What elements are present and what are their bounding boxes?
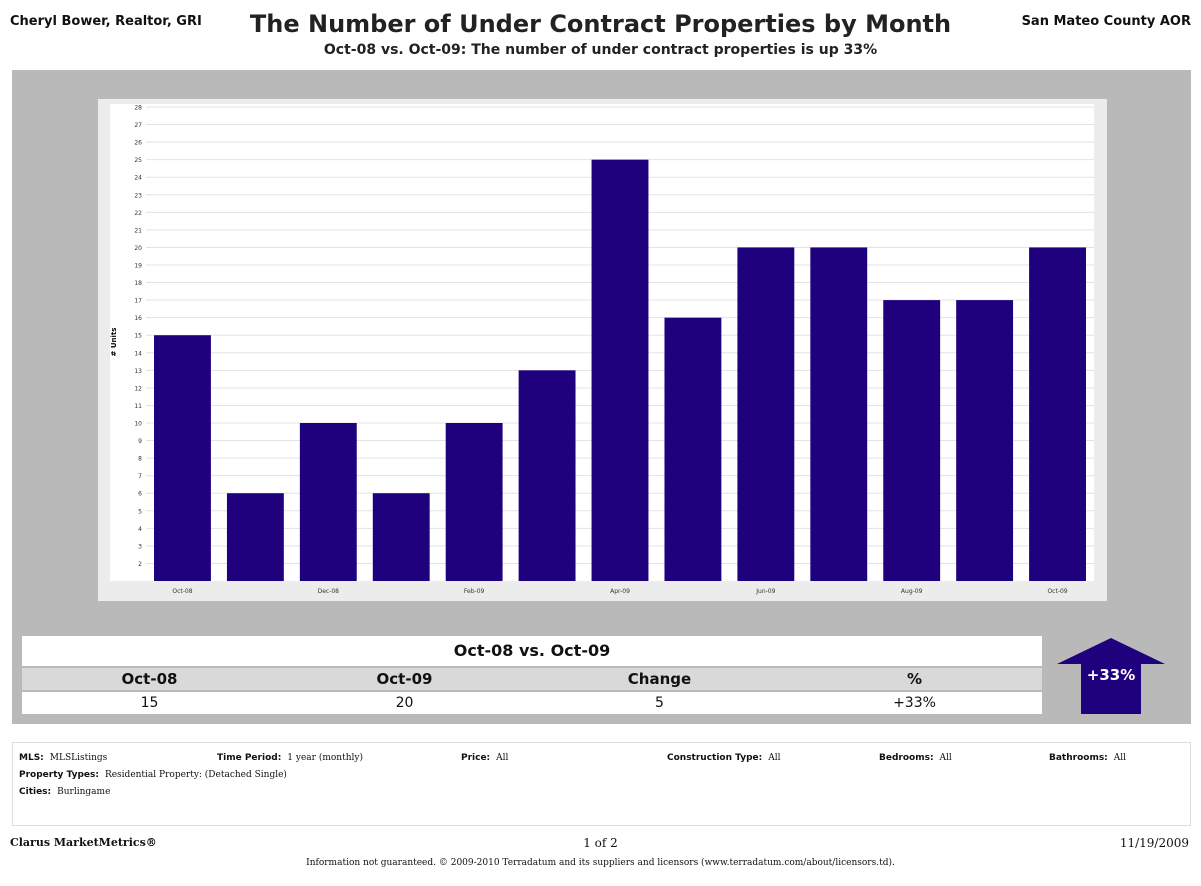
x-tick-label: Apr-09 [610,588,630,595]
bar-mar-09 [518,370,576,581]
bar-oct-09 [1029,247,1086,581]
footer-disclaimer: Information not guaranteed. © 2009-2010 … [306,858,895,868]
bar-jun-09 [737,247,795,581]
y-tick-label: 19 [134,263,142,270]
chart-subtitle: Oct-08 vs. Oct-09: The number of under c… [323,42,878,58]
filter-time-period: Time Period: 1 year (monthly) [217,753,363,763]
up-arrow-badge: +33% [1055,636,1167,716]
x-tick-label: Aug-09 [901,588,923,595]
x-tick-label: Oct-09 [1047,588,1067,595]
x-axis-ticks: Oct-08 Dec-08 Feb-09 Apr-09 Jun-09 Aug-09 Oct-… [172,588,1067,595]
bar-oct-08 [154,335,211,581]
y-tick-label: 2 [138,561,142,568]
summary-value-row: 15 20 5 +33% [22,692,1042,714]
x-tick-label: Oct-08 [172,588,192,595]
y-tick-label: 4 [138,526,142,533]
summary-title: Oct-08 vs. Oct-09 [22,636,1042,666]
y-tick-label: 3 [138,543,142,550]
bar-chart: 2345678910111213141516171819202122232425… [110,104,1094,595]
filter-bedrooms: Bedrooms: All [879,753,952,763]
footer-brand: Clarus MarketMetrics® [10,836,157,849]
bar-sep-09 [956,300,1014,581]
bar-jan-09 [372,493,430,581]
summary-value-cell: 5 [655,695,664,711]
y-tick-label: 20 [134,245,142,252]
summary-value-cell: 15 [140,695,159,711]
y-axis-ticks: 2345678910111213141516171819202122232425… [134,105,142,568]
filter-construction-type: Construction Type: All [667,753,781,763]
y-tick-label: 25 [134,157,142,164]
arrow-up-icon [1057,638,1165,714]
y-tick-label: 11 [134,403,142,410]
filter-cities: Cities: Burlingame [19,787,111,797]
y-tick-label: 27 [134,122,142,129]
y-tick-label: 24 [134,175,142,182]
y-tick-label: 18 [134,280,142,287]
footer-page-number: 1 of 2 [583,836,618,850]
y-tick-label: 21 [134,227,142,234]
summary-table: Oct-08 vs. Oct-09 Oct-08 Oct-09 Change %… [22,634,1042,718]
y-tick-label: 16 [134,315,142,322]
x-tick-label: Feb-09 [464,588,485,595]
y-tick-label: 13 [134,368,142,375]
y-tick-label: 22 [134,210,142,217]
report-filters: MLS: MLSListings Property Types: Residenti… [12,742,1191,826]
footer-date: 11/19/2009 [1119,836,1189,850]
bar-aug-09 [883,300,941,581]
y-tick-label: 26 [134,140,142,147]
y-tick-label: 17 [134,298,142,305]
chart-title: The Number of Under Contract Properties … [249,10,952,38]
bars [154,159,1086,581]
y-tick-label: 23 [134,192,142,199]
bar-jul-09 [810,247,868,581]
bar-may-09 [664,317,722,581]
bar-dec-08 [299,423,357,581]
bar-apr-09 [591,159,649,581]
x-tick-label: Dec-08 [318,588,340,595]
y-axis-label: # Units [110,328,118,357]
summary-header-cell: % [906,670,923,688]
association-name: San Mateo County AOR [1021,14,1191,29]
y-tick-label: 7 [138,473,142,480]
y-tick-label: 9 [138,438,142,445]
y-tick-label: 15 [134,333,142,340]
filter-mls: MLS: MLSListings [19,753,108,763]
summary-header-cell: Change [627,670,692,688]
filter-price: Price: All [461,753,509,763]
y-tick-label: 28 [134,105,142,112]
y-tick-label: 12 [134,385,142,392]
report-panel: 2 3 4 5 6 7 8 9 10 11 12 13 14 15 16 17 18 19 20 21 22 23 24 25… [12,70,1191,724]
bar-nov-08 [226,493,284,581]
filter-bathrooms: Bathrooms: All [1049,753,1127,763]
y-tick-label: 6 [138,491,142,498]
y-tick-label: 14 [134,350,142,357]
chart-frame: 2 3 4 5 6 7 8 9 10 11 12 13 14 15 16 17 18 19 20 21 22 23 24 25… [98,99,1107,601]
y-tick-label: 10 [134,421,142,428]
badge-label: +33% [1086,666,1136,684]
agent-name: Cheryl Bower, Realtor, GRI [10,14,202,29]
filter-property-types: Property Types: Residential Property: (De… [19,770,287,780]
summary-header-cell: Oct-09 [376,670,433,688]
summary-value-cell: 20 [395,695,414,711]
y-tick-label: 5 [138,508,142,515]
summary-header-row: Oct-08 Oct-09 Change % [22,668,1042,690]
summary-header-cell: Oct-08 [121,670,178,688]
x-tick-label: Jun-09 [755,588,775,595]
y-tick-label: 8 [138,456,142,463]
bar-feb-09 [445,423,503,581]
summary-value-cell: +33% [893,695,936,711]
